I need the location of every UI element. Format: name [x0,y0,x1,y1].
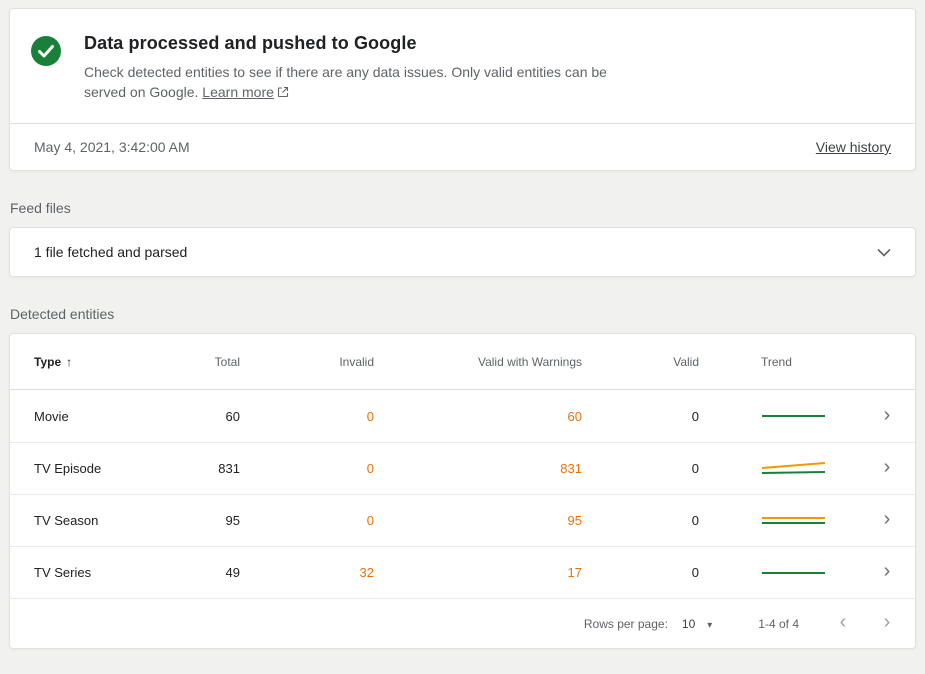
feed-files-section-label: Feed files [10,200,71,216]
cell-invalid: 0 [366,461,374,476]
cell-total: 95 [225,513,240,528]
status-card-body: Data processed and pushed to Google Chec… [10,9,915,123]
detected-entities-section-label: Detected entities [10,306,115,322]
trend-line-primary [761,470,826,474]
learn-more-link[interactable]: Learn more [202,84,289,100]
detected-entities-table: Type ↑ Total Invalid Valid with Warnings… [9,333,916,649]
column-header-trend: Trend [761,354,792,369]
rows-per-page-label: Rows per page: [583,616,668,631]
view-history-link[interactable]: View history [815,139,891,155]
status-text-block: Data processed and pushed to Google Chec… [84,33,652,103]
cell-valid-with-warnings: 17 [567,565,582,580]
table-pagination: Rows per page: 10 ▾ 1-4 of 4 ‹ › [10,598,915,648]
pagination-range: 1-4 of 4 [758,616,799,631]
cell-total: 60 [225,408,240,424]
table-row[interactable]: TV Episode 831 0 831 0 › [10,442,915,494]
row-chevron-right-icon[interactable]: › [883,560,891,582]
table-row[interactable]: Movie 60 0 60 0 › [10,390,915,442]
dropdown-arrow-icon: ▾ [707,619,713,631]
trend-sparkline [699,459,867,479]
status-timestamp: May 4, 2021, 3:42:00 AM [34,139,190,155]
status-description-text: Check detected entities to see if there … [84,64,607,100]
table-header-row: Type ↑ Total Invalid Valid with Warnings… [10,334,915,390]
cell-valid-with-warnings: 831 [560,461,582,476]
status-description: Check detected entities to see if there … [84,62,652,103]
cell-valid-with-warnings: 60 [567,408,582,424]
page: Data processed and pushed to Google Chec… [9,8,916,649]
entity-type: TV Season [34,513,99,528]
trend-sparkline [699,406,867,426]
sort-ascending-icon: ↑ [66,354,73,369]
cell-total: 831 [218,461,240,476]
entity-type: TV Episode [34,461,102,476]
rows-per-page-value: 10 [681,616,696,631]
previous-page-icon[interactable]: ‹ [839,611,847,633]
table-row[interactable]: TV Series 49 32 17 0 › [10,546,915,598]
trend-line-secondary [761,461,826,469]
cell-valid-with-warnings: 95 [567,513,582,528]
trend-sparkline [699,511,867,531]
column-header-type[interactable]: Type ↑ [34,355,174,369]
learn-more-label: Learn more [202,84,274,100]
success-check-icon [30,35,62,67]
cell-valid: 0 [691,513,699,528]
column-header-total[interactable]: Total [214,354,240,369]
cell-valid: 0 [691,565,699,580]
feed-files-summary: 1 file fetched and parsed [34,244,188,260]
status-card: Data processed and pushed to Google Chec… [9,8,916,171]
feed-files-card[interactable]: 1 file fetched and parsed [9,227,916,277]
cell-valid: 0 [691,461,699,476]
entity-type: TV Series [34,565,92,580]
chevron-down-icon[interactable] [877,248,891,257]
row-chevron-right-icon[interactable]: › [883,508,891,530]
cell-invalid: 32 [359,565,374,580]
status-title: Data processed and pushed to Google [84,33,417,53]
next-page-icon[interactable]: › [883,611,891,633]
row-chevron-right-icon[interactable]: › [883,403,891,426]
status-footer: May 4, 2021, 3:42:00 AM View history [10,123,915,170]
external-link-icon [277,83,289,103]
cell-valid: 0 [691,408,699,424]
cell-total: 49 [225,565,240,580]
table-row[interactable]: TV Season 95 0 95 0 › [10,494,915,546]
row-chevron-right-icon[interactable]: › [883,456,891,478]
entity-type: Movie [34,408,69,424]
cell-invalid: 0 [366,513,374,528]
cell-invalid: 0 [366,408,374,424]
column-header-valid-with-warnings[interactable]: Valid with Warnings [477,354,582,369]
rows-per-page-select[interactable]: 10 ▾ [682,617,712,631]
column-header-valid[interactable]: Valid [673,354,699,369]
column-header-type-label: Type [34,354,62,369]
column-header-invalid[interactable]: Invalid [339,354,374,369]
trend-sparkline [699,563,867,583]
